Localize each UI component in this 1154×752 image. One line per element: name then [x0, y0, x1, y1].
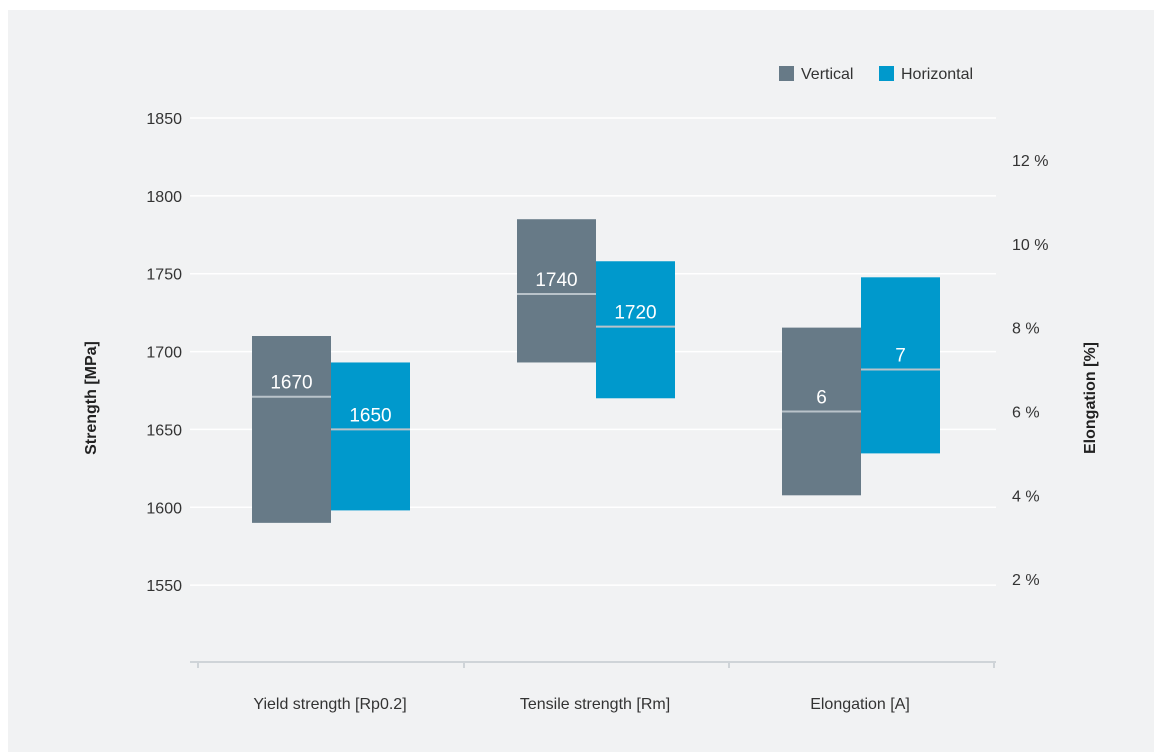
legend-swatch-vertical: [779, 66, 794, 81]
axes: [190, 661, 996, 668]
y-axis-title: Strength [MPa]: [83, 341, 100, 455]
chart: Strength [MPa] Elongation [%] 1550 1600 16…: [83, 66, 1099, 713]
y2-axis-title: Elongation [%]: [1082, 342, 1099, 454]
y2-tick-label: 4 %: [1012, 488, 1040, 505]
y-tick-label: 1800: [146, 189, 182, 206]
chart-panel: Strength [MPa] Elongation [%] 1550 1600 16…: [8, 10, 1154, 752]
data-label: 1720: [614, 303, 656, 324]
y2-tick-label: 2 %: [1012, 572, 1040, 589]
legend-label-vertical: Vertical: [801, 66, 853, 83]
y-tick-label: 1650: [146, 422, 182, 439]
data-label: 1650: [349, 405, 391, 426]
labels: Strength [MPa] Elongation [%] 1550 1600 16…: [83, 111, 1099, 713]
x-category-label: Yield strength [Rp0.2]: [253, 696, 406, 713]
data-label: 1740: [535, 270, 577, 291]
bar-horizontal: [331, 362, 410, 511]
bar-horizontal: [861, 277, 940, 454]
legend-label-horizontal: Horizontal: [901, 66, 973, 83]
data-label: 6: [816, 387, 827, 408]
y2-tick-label: 12 %: [1012, 153, 1048, 170]
x-category-label: Elongation [A]: [810, 696, 910, 713]
x-category-label: Tensile strength [Rm]: [520, 696, 670, 713]
y-tick-label: 1750: [146, 267, 182, 284]
y-tick-label: 1700: [146, 345, 182, 362]
bar-vertical: [517, 219, 596, 363]
bar-vertical: [252, 336, 331, 523]
legend-swatch-horizontal: [879, 66, 894, 81]
y2-tick-label: 8 %: [1012, 321, 1040, 338]
y-tick-label: 1850: [146, 111, 182, 128]
bars: [252, 219, 940, 523]
y-tick-label: 1550: [146, 578, 182, 595]
legend: Vertical Horizontal: [779, 66, 973, 83]
data-label: 7: [895, 346, 906, 367]
y2-tick-label: 6 %: [1012, 404, 1040, 421]
y2-tick-label: 10 %: [1012, 237, 1048, 254]
y-tick-label: 1600: [146, 500, 182, 517]
bar-horizontal: [596, 261, 675, 399]
data-label: 1670: [270, 373, 312, 394]
